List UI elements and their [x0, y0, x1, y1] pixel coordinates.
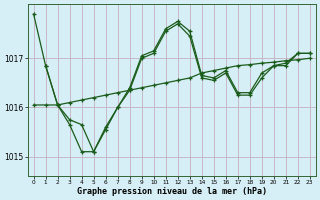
X-axis label: Graphe pression niveau de la mer (hPa): Graphe pression niveau de la mer (hPa) [77, 187, 267, 196]
